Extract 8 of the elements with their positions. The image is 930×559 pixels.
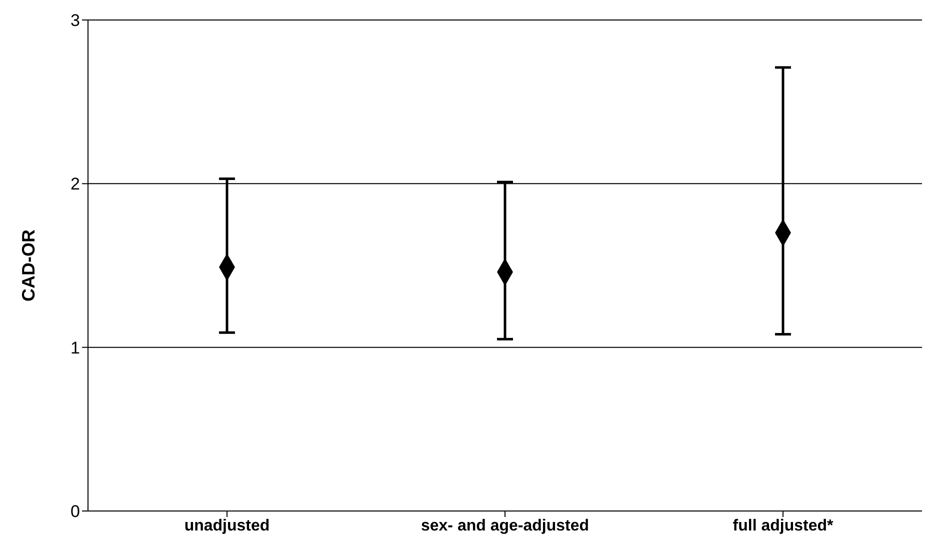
y-tick-label: 3: [70, 11, 80, 30]
x-tick-label: full adjusted*: [732, 517, 834, 534]
y-tick-label: 2: [70, 174, 80, 194]
y-tick-label: 1: [70, 338, 80, 358]
y-axis-title: CAD-OR: [18, 230, 38, 302]
x-tick-label: sex- and age-adjusted: [420, 517, 590, 534]
x-tick-label: unadjusted: [184, 517, 270, 534]
y-tick-label: 0: [70, 502, 80, 522]
